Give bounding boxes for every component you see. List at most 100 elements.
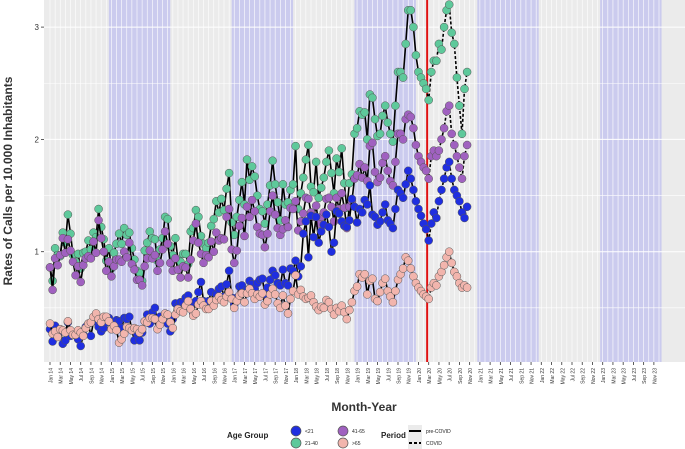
series-3-point-26 xyxy=(112,326,121,335)
series-2-point-88 xyxy=(270,271,280,280)
series-1-point-63 xyxy=(206,237,216,246)
series-2-point-141 xyxy=(406,174,416,183)
series-0-point-126 xyxy=(368,93,377,103)
series-0-point-88 xyxy=(270,180,280,189)
series-1-point-156 xyxy=(444,101,454,110)
series-0-point-160 xyxy=(455,101,464,110)
x-tick-label-51: Jul 22 xyxy=(571,368,577,382)
series-0-point-99 xyxy=(299,173,308,182)
x-tick-label-2: May 14 xyxy=(69,368,75,385)
series-1-point-88 xyxy=(270,210,280,219)
year-shade-4 xyxy=(600,0,662,362)
x-axis: Jan 14 Mar 14 May 14 Jul 14 Sep 14 Nov 14 Jan … xyxy=(49,362,658,385)
series-0-point-162 xyxy=(460,84,469,94)
series-0-point-87 xyxy=(268,156,277,165)
series-3-point-36 xyxy=(137,324,147,334)
legend: Age Group <21 41-65 21-40 >65 Period pre… xyxy=(227,425,451,449)
series-3-point-148 xyxy=(424,294,433,304)
series-3-point-0 xyxy=(45,319,55,328)
series-3-point-76 xyxy=(240,297,249,307)
series-1-point-75 xyxy=(237,213,247,223)
series-0-point-112 xyxy=(332,154,341,163)
x-tick-label-56: May 23 xyxy=(622,368,628,385)
series-2-point-58 xyxy=(194,287,203,297)
x-tick-label-12: Jan 16 xyxy=(171,368,177,383)
series-1-point-79 xyxy=(247,195,257,205)
x-tick-label-34: Sep 19 xyxy=(397,368,403,384)
series-0-point-138 xyxy=(398,73,408,82)
series-0-point-123 xyxy=(360,108,369,117)
x-tick-label-54: Jan 23 xyxy=(601,368,607,383)
series-0-point-113 xyxy=(334,167,344,177)
series-0-point-149 xyxy=(427,67,436,77)
series-3-point-116 xyxy=(342,314,352,324)
x-tick-label-1: Mar 14 xyxy=(59,368,65,384)
series-2-point-160 xyxy=(455,196,464,206)
series-2-point-108 xyxy=(322,210,331,219)
series-1-point-33 xyxy=(130,265,139,274)
series-3-point-124 xyxy=(363,290,372,299)
series-2-point-157 xyxy=(447,174,456,183)
series-2-point-122 xyxy=(357,208,367,217)
series-1-point-143 xyxy=(411,140,421,150)
x-tick-label-11: Nov 15 xyxy=(161,368,167,384)
series-1-point-148 xyxy=(424,174,433,183)
series-1-point-64 xyxy=(209,247,219,256)
series-2-point-148 xyxy=(424,236,433,245)
series-1-point-84 xyxy=(260,242,270,252)
x-tick-label-35: Nov 19 xyxy=(407,368,413,384)
x-tick-label-47: Nov 21 xyxy=(530,368,536,384)
series-2-point-113 xyxy=(334,209,344,218)
series-0-point-134 xyxy=(388,137,398,146)
series-1-point-30 xyxy=(122,253,132,262)
x-tick-label-59: Nov 23 xyxy=(652,368,658,384)
series-3-point-126 xyxy=(368,274,377,283)
legend-age-key-0 xyxy=(290,425,302,437)
y-tick-label-0: 1 xyxy=(35,248,40,257)
x-tick-label-39: Jul 20 xyxy=(448,368,454,382)
series-2-point-162 xyxy=(460,213,469,223)
series-3-point-123 xyxy=(360,269,369,279)
legend-age-key-3 xyxy=(337,437,349,449)
series-0-point-70 xyxy=(224,168,234,178)
series-2-point-12 xyxy=(76,341,85,351)
series-1-point-69 xyxy=(222,212,231,222)
series-3-point-120 xyxy=(352,282,362,291)
legend-age-key-2 xyxy=(290,437,302,449)
series-1-point-21 xyxy=(99,247,108,256)
series-1-point-96 xyxy=(291,196,300,206)
series-1-line-pre xyxy=(49,113,427,291)
x-tick-label-9: Jul 15 xyxy=(141,368,147,382)
series-3-point-134 xyxy=(388,297,398,307)
series-0-point-153 xyxy=(437,45,446,54)
series-0-point-107 xyxy=(319,173,329,182)
series-0-point-69 xyxy=(222,184,231,194)
x-tick-label-26: May 18 xyxy=(315,368,321,385)
series-layer xyxy=(45,0,472,351)
series-1-point-3 xyxy=(53,260,62,270)
series-2-point-131 xyxy=(380,200,390,209)
series-0-point-75 xyxy=(237,177,247,187)
series-3-point-131 xyxy=(380,274,390,283)
legend-period-label-0: pre-COVID xyxy=(426,429,451,435)
x-tick-label-29: Nov 18 xyxy=(345,368,351,384)
x-tick-label-10: Sep 15 xyxy=(151,368,157,384)
series-2-point-109 xyxy=(324,222,334,232)
series-1-point-154 xyxy=(439,123,449,133)
series-0-point-95 xyxy=(288,180,298,189)
series-1-point-160 xyxy=(455,163,464,172)
series-3-point-94 xyxy=(286,294,295,304)
series-0-point-132 xyxy=(383,118,393,127)
series-2-point-70 xyxy=(224,266,234,276)
series-2-point-111 xyxy=(329,238,339,247)
series-1-point-161 xyxy=(457,174,467,183)
series-0-point-135 xyxy=(391,101,400,110)
x-tick-label-25: Mar 18 xyxy=(304,368,310,384)
series-2-point-163 xyxy=(462,202,472,212)
x-tick-label-58: Sep 23 xyxy=(642,368,648,384)
series-0-point-161 xyxy=(457,129,467,139)
x-tick-label-14: May 16 xyxy=(192,368,198,385)
series-2-point-138 xyxy=(398,193,408,203)
x-tick-label-40: Sep 20 xyxy=(458,368,464,384)
series-3-point-135 xyxy=(391,286,400,296)
